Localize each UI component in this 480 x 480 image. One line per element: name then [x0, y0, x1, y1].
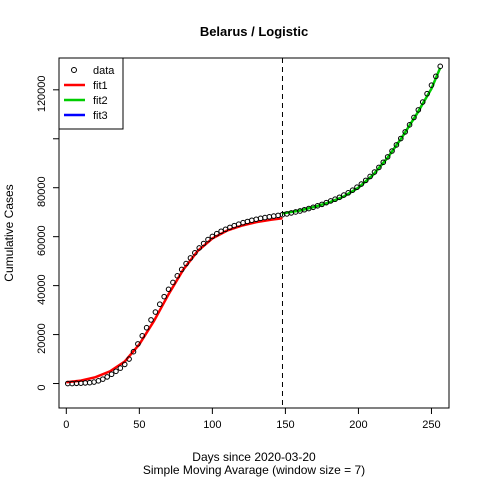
data-point: [406, 122, 413, 128]
data-point: [345, 190, 352, 196]
data-point: [143, 324, 150, 331]
data-point: [358, 181, 365, 187]
data-point: [126, 356, 132, 362]
data-point: [419, 99, 426, 105]
data-point: [135, 341, 141, 347]
data-point: [270, 213, 277, 219]
data-point: [275, 212, 281, 219]
x-tick-label: 0: [63, 419, 69, 431]
chart-subtitle: Simple Moving Avarage (window size = 7): [143, 463, 365, 477]
data-point: [213, 230, 220, 237]
data-point: [424, 90, 430, 97]
x-tick-label: 200: [349, 419, 367, 431]
data-point: [121, 361, 128, 368]
data-point: [257, 215, 264, 222]
data-point: [402, 129, 408, 135]
data-point: [148, 317, 154, 323]
data-point: [371, 169, 378, 175]
data-point: [253, 216, 259, 223]
data-point: [376, 164, 382, 171]
data-point: [104, 374, 111, 380]
x-tick-label: 150: [276, 419, 294, 431]
legend: data fit1 fit2 fit3: [58, 57, 124, 130]
data-point: [415, 107, 422, 113]
data-point: [332, 196, 338, 203]
y-tick-label: 40000: [36, 274, 48, 305]
x-tick-label: 100: [203, 419, 221, 431]
data-point: [161, 293, 167, 300]
data-point: [192, 250, 198, 256]
y-axis-label: Cumulative Cases: [2, 184, 16, 281]
y-tick-label: 20000: [36, 323, 48, 354]
data-point: [187, 255, 194, 261]
x-axis-label: Days since 2020-03-20: [192, 450, 316, 464]
legend-swatch-data: [71, 67, 77, 73]
data-point: [113, 368, 119, 375]
legend-label-fit1: fit1: [93, 80, 108, 92]
series-line-fit1: [66, 217, 283, 384]
series-layer: [64, 63, 444, 387]
data-point: [165, 286, 172, 293]
data-point: [100, 376, 106, 382]
data-point: [411, 114, 417, 121]
data-point: [336, 194, 343, 201]
data-point: [380, 159, 387, 166]
legend-box: [58, 57, 124, 130]
data-point: [349, 187, 356, 193]
data-point: [362, 177, 369, 184]
data-point: [266, 214, 273, 220]
data-point: [393, 142, 400, 148]
data-point: [108, 371, 115, 378]
data-point: [384, 154, 391, 160]
data-point: [389, 148, 395, 154]
legend-label-data: data: [93, 65, 115, 77]
legend-label-fit2: fit2: [93, 95, 108, 107]
y-tick-label: 80000: [36, 176, 48, 207]
chart-title: Belarus / Logistic: [200, 24, 308, 39]
data-point: [367, 173, 373, 180]
data-point: [354, 184, 360, 191]
data-point: [170, 279, 176, 286]
data-point: [130, 348, 137, 355]
y-tick-label: 120000: [36, 75, 48, 112]
data-point: [397, 135, 404, 142]
data-point: [222, 226, 229, 233]
data-point: [178, 266, 185, 273]
plot-frame: [58, 57, 450, 409]
data-point: [437, 63, 444, 70]
data-point: [200, 240, 207, 247]
data-point: [139, 332, 146, 339]
data-point: [433, 73, 439, 80]
data-point: [341, 192, 347, 198]
x-tick-label: 50: [133, 419, 145, 431]
data-point: [156, 301, 163, 308]
data-point: [218, 228, 224, 235]
data-point: [117, 365, 124, 371]
y-tick-label: 60000: [36, 225, 48, 256]
series-line-fit2: [282, 67, 442, 215]
x-tick-label: 250: [422, 419, 440, 431]
data-point: [174, 273, 181, 279]
data-point: [428, 82, 435, 88]
data-point: [196, 245, 203, 251]
legend-label-fit3: fit3: [93, 110, 108, 122]
y-tick-label: 0: [36, 384, 48, 390]
data-point: [209, 233, 216, 240]
data-point: [262, 214, 268, 221]
data-point: [249, 217, 255, 224]
data-point: [152, 309, 159, 315]
axis-ticks: 0 50 100 150 200 250 0 20000 40000 60000 80000 1200…: [36, 75, 441, 431]
data-point: [205, 236, 211, 243]
data-point: [183, 260, 189, 267]
